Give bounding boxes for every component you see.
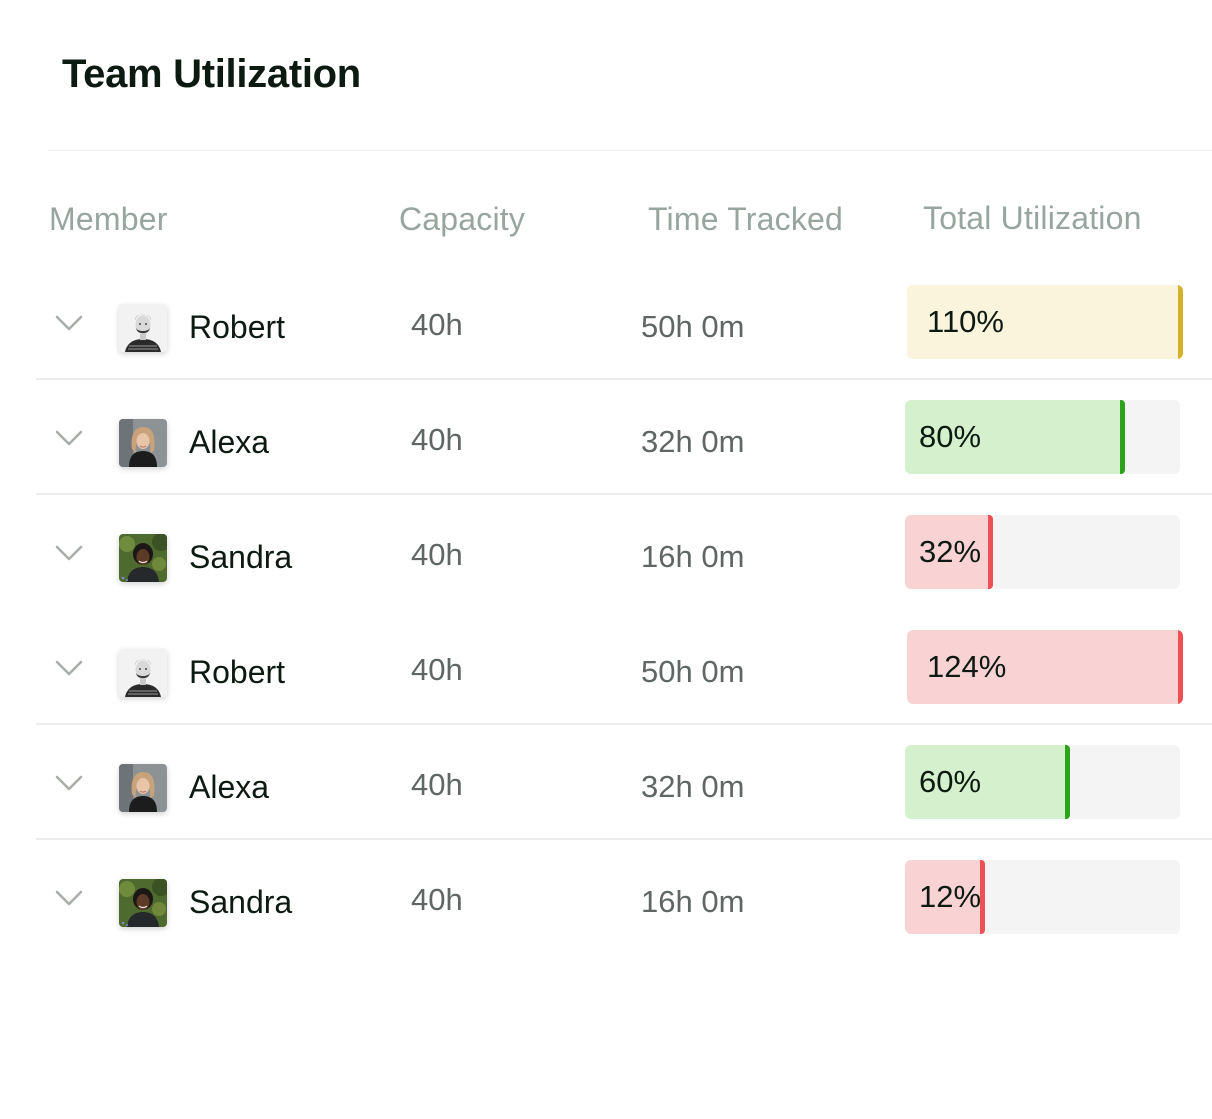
utilization-bar: 60% — [905, 745, 1180, 819]
column-header-total-utilization: Total Utilization — [923, 200, 1142, 236]
time-tracked-value: 32h 0m — [641, 769, 745, 804]
utilization-label: 60% — [919, 764, 982, 799]
utilization-bar: 80% — [905, 400, 1180, 474]
member-name: Sandra — [189, 884, 293, 920]
table-row[interactable]: Sandra 40h 16h 0m 32% — [0, 507, 1212, 622]
chevron-down-icon[interactable] — [55, 774, 83, 792]
utilization-bar: 110% — [907, 285, 1183, 359]
utilization-bar-fill — [905, 745, 1070, 819]
utilization-bar: 124% — [907, 630, 1183, 704]
utilization-bar-fill — [905, 400, 1125, 474]
table-row[interactable]: Sandra 40h 16h 0m 12% — [0, 852, 1212, 967]
member-name: Sandra — [189, 539, 293, 575]
table-row[interactable]: Robert 40h 50h 0m 124% — [0, 622, 1212, 737]
utilization-label: 124% — [927, 649, 1007, 684]
column-header-member: Member — [49, 201, 168, 237]
column-header-time-tracked: Time Tracked — [648, 201, 844, 237]
sandra-avatar — [119, 879, 167, 927]
member-name: Robert — [189, 309, 286, 345]
table-row[interactable]: Alexa 40h 32h 0m 60% — [0, 737, 1212, 852]
member-name: Robert — [189, 654, 286, 690]
capacity-value: 40h — [411, 307, 463, 342]
member-name: Alexa — [189, 424, 270, 460]
capacity-value: 40h — [411, 882, 463, 917]
utilization-label: 110% — [927, 304, 1004, 339]
alexa-avatar — [119, 764, 167, 812]
robert-avatar — [119, 649, 167, 697]
chevron-down-icon[interactable] — [55, 429, 83, 447]
page-title: Team Utilization — [62, 52, 361, 96]
utilization-bar: 12% — [905, 860, 1180, 934]
utilization-label: 32% — [919, 534, 982, 569]
capacity-value: 40h — [411, 652, 463, 687]
row-divider — [36, 723, 1212, 725]
utilization-bar-fill — [907, 630, 1183, 704]
row-divider — [36, 493, 1212, 495]
chevron-down-icon[interactable] — [55, 659, 83, 677]
utilization-label: 12% — [919, 879, 982, 914]
row-divider — [36, 838, 1212, 840]
capacity-value: 40h — [411, 537, 463, 572]
sandra-avatar — [119, 534, 167, 582]
utilization-bar-fill — [905, 860, 985, 934]
capacity-value: 40h — [411, 422, 463, 457]
column-header-capacity: Capacity — [399, 201, 526, 237]
time-tracked-value: 16h 0m — [641, 539, 745, 574]
chevron-down-icon[interactable] — [55, 544, 83, 562]
time-tracked-value: 16h 0m — [641, 884, 745, 919]
utilization-bar: 32% — [905, 515, 1180, 589]
time-tracked-value: 50h 0m — [641, 654, 745, 689]
time-tracked-value: 50h 0m — [641, 309, 745, 344]
table-row[interactable]: Alexa 40h 32h 0m 80% — [0, 392, 1212, 507]
chevron-down-icon[interactable] — [55, 314, 83, 332]
utilization-bar-fill — [905, 515, 993, 589]
row-divider — [36, 378, 1212, 380]
member-name: Alexa — [189, 769, 270, 805]
alexa-avatar — [119, 419, 167, 467]
chevron-down-icon[interactable] — [55, 889, 83, 907]
title-divider — [48, 150, 1212, 151]
time-tracked-value: 32h 0m — [641, 424, 745, 459]
robert-avatar — [119, 304, 167, 352]
table-row[interactable]: Robert 40h 50h 0m 110% — [0, 277, 1212, 392]
utilization-bar-fill — [907, 285, 1183, 359]
utilization-label: 80% — [919, 419, 982, 454]
capacity-value: 40h — [411, 767, 463, 802]
